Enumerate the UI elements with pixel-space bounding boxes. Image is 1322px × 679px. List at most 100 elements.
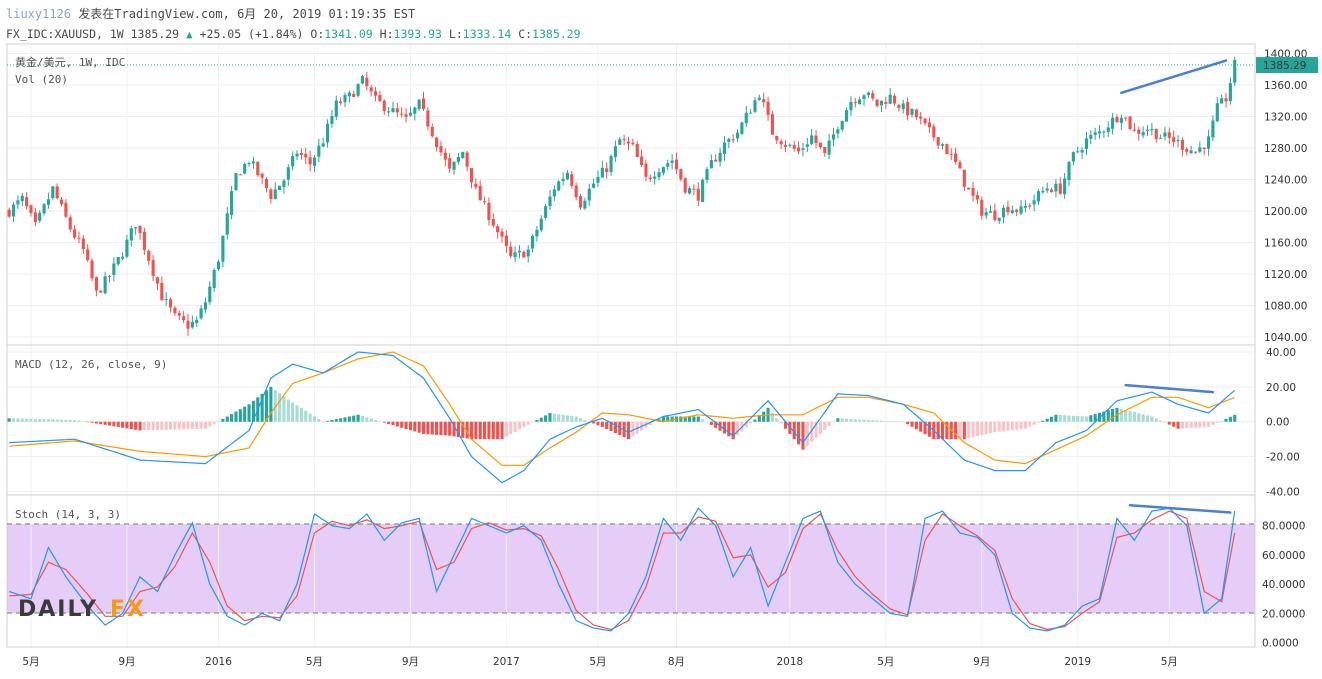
macd-histogram-bar bbox=[168, 421, 173, 430]
macd-histogram-bar bbox=[29, 418, 33, 422]
candle-body bbox=[230, 191, 234, 215]
macd-histogram-bar bbox=[478, 421, 482, 440]
macd-histogram-bar bbox=[805, 421, 809, 446]
macd-histogram-bar bbox=[11, 418, 16, 422]
macd-histogram-bar bbox=[142, 421, 146, 431]
macd-histogram-bar bbox=[613, 421, 617, 434]
candle-body bbox=[779, 141, 783, 145]
candle-body bbox=[304, 153, 308, 158]
macd-histogram-bar bbox=[64, 419, 68, 422]
volume-label: Vol (20) bbox=[15, 73, 68, 86]
ohlc-high-value: 1393.93 bbox=[393, 27, 442, 41]
macd-histogram-bar bbox=[570, 415, 574, 422]
macd-histogram-bar bbox=[1006, 421, 1010, 431]
candle-body bbox=[831, 134, 836, 140]
candle-body bbox=[648, 177, 652, 179]
candle-body bbox=[618, 139, 622, 145]
candle-body bbox=[1102, 131, 1106, 133]
macd-histogram-bar bbox=[709, 421, 713, 426]
y-axis[interactable]: 1400.001360.001320.001280.001240.001200.… bbox=[1262, 48, 1307, 649]
macd-histogram-bar bbox=[1128, 411, 1132, 422]
macd-histogram-bar bbox=[583, 420, 587, 422]
price-axis-tick: 1080.00 bbox=[1264, 301, 1307, 313]
macd-histogram-bar bbox=[417, 421, 421, 433]
candle-body bbox=[792, 145, 796, 149]
macd-histogram-bar bbox=[757, 415, 761, 422]
ohlc-low-label: L: bbox=[448, 27, 463, 41]
candle-body bbox=[1211, 120, 1215, 138]
macd-histogram-bar bbox=[1167, 421, 1171, 425]
candle-body bbox=[134, 227, 138, 229]
candle-body bbox=[321, 143, 325, 147]
x-axis[interactable]: 5月 9月 2016 5月 9月 2017 5月 8月 2018 5月 9月 2019 5月 bbox=[22, 656, 1178, 668]
candle-body bbox=[805, 144, 809, 147]
macd-histogram-bar bbox=[408, 421, 412, 431]
macd-histogram-bar bbox=[38, 419, 42, 422]
candle-body bbox=[1132, 129, 1136, 131]
candle-body bbox=[810, 135, 814, 144]
candle-body bbox=[413, 107, 417, 114]
candle-body bbox=[312, 157, 317, 166]
dailyfx-logo: DAILY FX bbox=[18, 597, 144, 622]
candle-body bbox=[718, 152, 722, 162]
divergence-trendlines[interactable] bbox=[1120, 59, 1232, 514]
stoch-band bbox=[7, 524, 1255, 613]
macd-histogram-bar bbox=[195, 421, 199, 429]
macd-histogram-bar bbox=[910, 421, 914, 427]
macd-histogram-bar bbox=[448, 421, 452, 436]
macd-histogram-bar bbox=[496, 421, 500, 440]
last-price-tag-text: 1385.29 bbox=[1263, 60, 1306, 72]
candle-body bbox=[491, 219, 495, 226]
candle-body bbox=[1189, 150, 1193, 154]
candle-body bbox=[11, 204, 16, 217]
macd-histogram-bar bbox=[413, 421, 417, 432]
macd-histogram-bar bbox=[801, 421, 805, 450]
candle-body bbox=[744, 112, 748, 124]
macd-histogram-bar bbox=[365, 417, 369, 422]
time-axis-tick: 5月 bbox=[306, 656, 323, 668]
macd-histogram-bar bbox=[465, 421, 469, 439]
macd-histogram-bar bbox=[33, 418, 37, 422]
candle-body bbox=[940, 144, 945, 146]
macd-histogram-bar bbox=[199, 421, 203, 429]
candle-body bbox=[417, 99, 421, 109]
candle-body bbox=[1115, 117, 1119, 123]
macd-histogram-bar bbox=[797, 421, 801, 445]
candle-body bbox=[461, 152, 465, 159]
candle-body bbox=[1041, 190, 1045, 193]
macd-histogram-bar bbox=[810, 421, 814, 442]
macd-histogram-bar bbox=[666, 416, 670, 422]
macd-histogram-bar bbox=[901, 421, 905, 423]
macd-histogram-bar bbox=[1180, 421, 1184, 429]
macd-histogram-bar bbox=[526, 421, 530, 425]
candle-body bbox=[596, 176, 600, 183]
candle-body bbox=[190, 321, 194, 328]
candle-body bbox=[840, 121, 844, 130]
candle-body bbox=[692, 188, 696, 190]
publisher-username[interactable]: liuxy1126 bbox=[6, 7, 72, 21]
macd-histogram-bar bbox=[858, 419, 862, 422]
candle-body bbox=[871, 93, 875, 99]
macd-histogram-bar bbox=[500, 421, 504, 440]
candle-body bbox=[203, 302, 208, 310]
candle-body bbox=[770, 114, 774, 135]
candle-body bbox=[216, 261, 221, 270]
macd-histogram-bar bbox=[203, 421, 208, 429]
stoch-d-line bbox=[9, 510, 1236, 631]
macd-histogram-bar bbox=[631, 421, 635, 437]
macd-histogram-bar bbox=[783, 421, 788, 429]
candle-body bbox=[971, 187, 975, 196]
candle-body bbox=[1093, 132, 1097, 135]
macd-histogram-bar bbox=[1041, 420, 1045, 422]
macd-histogram-bar bbox=[980, 421, 984, 436]
candle-body bbox=[64, 202, 68, 217]
macd-histogram-bar bbox=[862, 419, 866, 422]
macd-histogram-bar bbox=[343, 417, 347, 422]
stoch-axis-tick: 40.0000 bbox=[1262, 579, 1305, 591]
candle-body bbox=[1097, 131, 1102, 134]
macd-histogram-bar bbox=[875, 420, 879, 422]
macd-histogram-bar bbox=[282, 396, 286, 422]
candle-body bbox=[578, 196, 583, 208]
candle-body bbox=[448, 158, 452, 169]
